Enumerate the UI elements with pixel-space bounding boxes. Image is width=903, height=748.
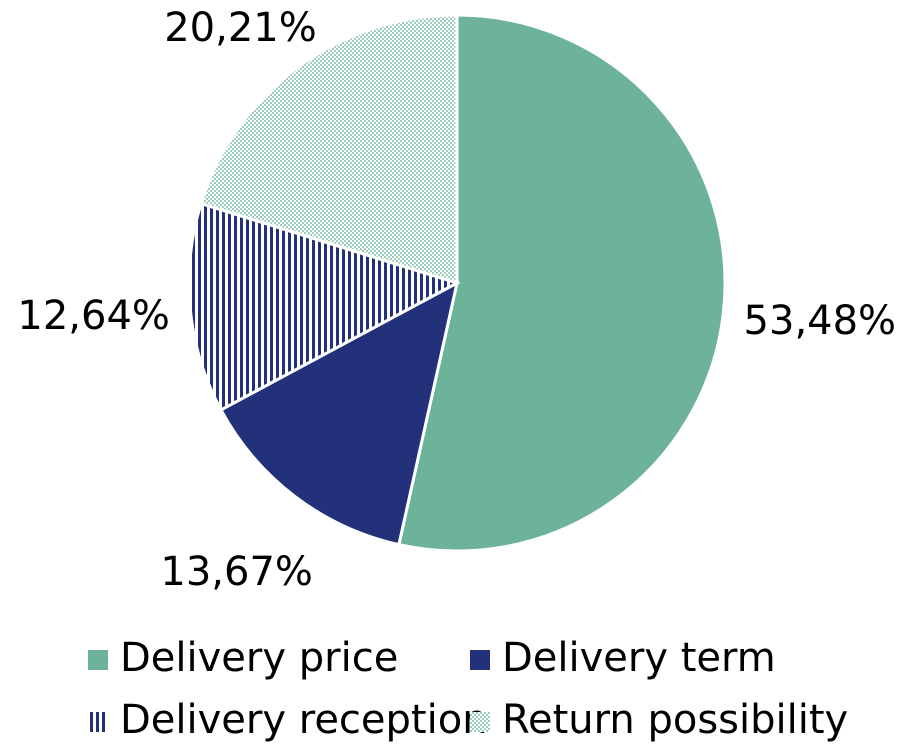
legend-swatch <box>88 650 108 670</box>
legend-label: Delivery term <box>502 635 776 681</box>
pie-slice <box>218 280 460 547</box>
data-label: 20,21% <box>164 5 317 51</box>
pie-slice <box>199 13 459 286</box>
legend-label: Return possibility <box>502 697 848 743</box>
pie-slice <box>187 201 461 412</box>
legend-swatch <box>470 712 490 732</box>
legend-label: Delivery price <box>120 635 398 681</box>
legend-swatch <box>88 712 108 732</box>
data-label: 12,64% <box>17 293 170 339</box>
legend-swatch <box>470 650 490 670</box>
legend-label: Delivery reception <box>120 697 488 743</box>
data-label: 13,67% <box>160 549 313 595</box>
pie-slice <box>397 13 727 553</box>
data-label: 53,48% <box>744 298 897 344</box>
